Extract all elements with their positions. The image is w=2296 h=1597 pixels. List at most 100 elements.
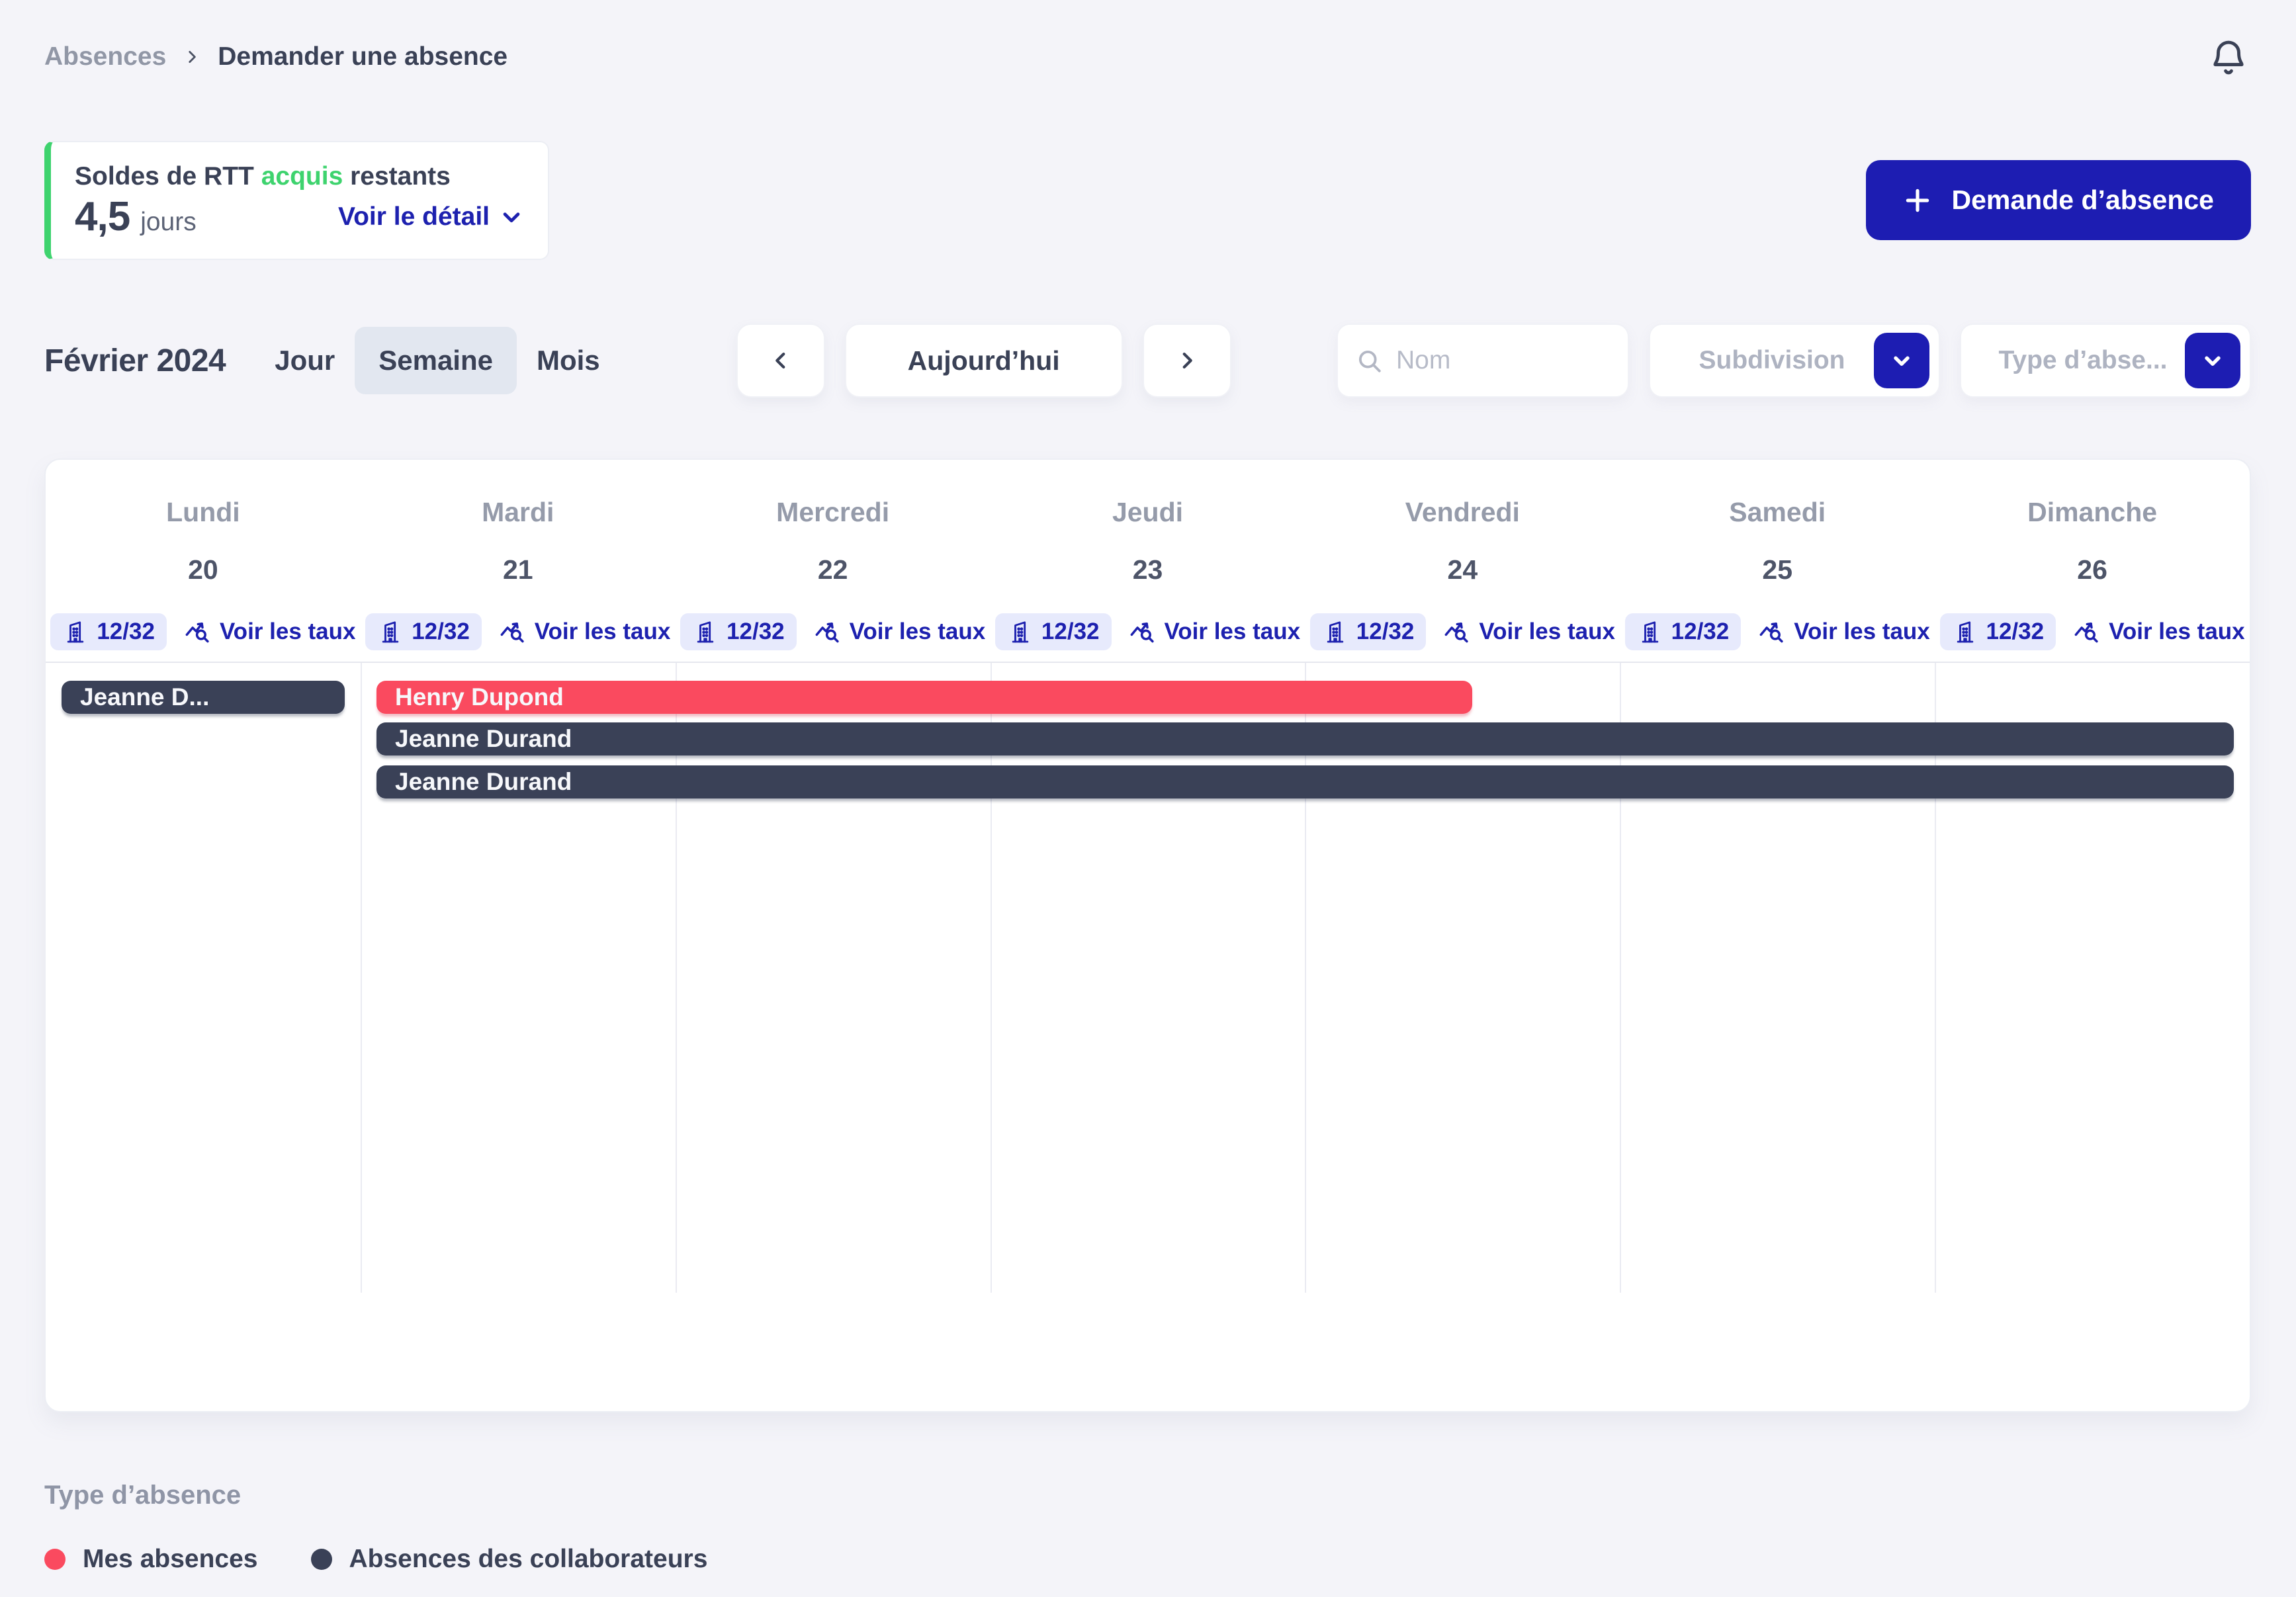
column-separator bbox=[1620, 663, 1621, 1293]
filters: Subdivision Type d’abse... bbox=[1337, 324, 2251, 398]
tab-week[interactable]: Semaine bbox=[355, 327, 517, 394]
balance-unit: jours bbox=[140, 208, 197, 236]
absence-bar[interactable]: Jeanne D... bbox=[62, 681, 345, 714]
column-separator bbox=[1935, 663, 1936, 1293]
view-rates-label: Voir les taux bbox=[534, 619, 671, 644]
name-search-field[interactable] bbox=[1337, 324, 1629, 398]
day-name: Vendredi bbox=[1405, 497, 1520, 527]
plus-icon bbox=[1903, 186, 1932, 215]
view-rates-link[interactable]: Voir les taux bbox=[2073, 618, 2245, 646]
day-column-vendredi: Vendredi 24 12/32 Voir les taux bbox=[1305, 497, 1620, 662]
trend-search-icon bbox=[499, 618, 527, 646]
breadcrumb-parent-link[interactable]: Absences bbox=[44, 42, 167, 71]
day-column-samedi: Samedi 25 12/32 Voir les taux bbox=[1620, 497, 1935, 662]
absence-type-filter[interactable]: Type d’abse... bbox=[1960, 324, 2251, 398]
view-rates-label: Voir les taux bbox=[1794, 619, 1930, 644]
absence-bar[interactable]: Jeanne Durand bbox=[376, 765, 2234, 798]
occupancy-value: 12/32 bbox=[97, 619, 155, 644]
trend-search-icon bbox=[2073, 618, 2101, 646]
occupancy-value: 12/32 bbox=[1041, 619, 1100, 644]
building-icon bbox=[1952, 619, 1978, 645]
view-rates-label: Voir les taux bbox=[1479, 619, 1615, 644]
absence-type-dropdown-button[interactable] bbox=[2185, 333, 2240, 388]
occupancy-value: 12/32 bbox=[1986, 619, 2045, 644]
day-number: 21 bbox=[502, 554, 533, 585]
trend-search-icon bbox=[1443, 618, 1471, 646]
absence-type-filter-label: Type d’abse... bbox=[1998, 346, 2168, 374]
absence-bar[interactable]: Henry Dupond bbox=[376, 681, 1472, 714]
day-meta: 12/32 Voir les taux bbox=[676, 613, 991, 650]
name-search-input[interactable] bbox=[1396, 346, 1611, 375]
legend-item-my-absences: Mes absences bbox=[44, 1545, 258, 1574]
calendar-grid-body: Jeanne D... Henry Dupond Jeanne Durand Jean… bbox=[46, 663, 2250, 1411]
navy-dot-icon bbox=[310, 1549, 332, 1570]
chevron-down-icon bbox=[1890, 349, 1914, 372]
calendar-header-row: Lundi 20 12/32 Voir les taux Mardi 21 12/32 Voi… bbox=[46, 460, 2250, 662]
absence-bar[interactable]: Jeanne Durand bbox=[376, 722, 2234, 755]
occupancy-badge: 12/32 bbox=[365, 613, 482, 650]
previous-week-button[interactable] bbox=[736, 324, 825, 398]
day-meta: 12/32 Voir les taux bbox=[1935, 613, 2250, 650]
day-meta: 12/32 Voir les taux bbox=[991, 613, 1305, 650]
today-button[interactable]: Aujourd’hui bbox=[844, 324, 1123, 398]
day-name: Samedi bbox=[1729, 497, 1826, 527]
view-rates-link[interactable]: Voir les taux bbox=[1443, 618, 1615, 646]
column-separator bbox=[361, 663, 362, 1293]
calendar-toolbar: Février 2024 Jour Semaine Mois Aujourd’h… bbox=[44, 324, 2251, 398]
occupancy-badge: 12/32 bbox=[50, 613, 167, 650]
balance-title: Soldes de RTT acquis restants bbox=[75, 162, 451, 191]
view-rates-label: Voir les taux bbox=[219, 619, 356, 644]
day-column-mardi: Mardi 21 12/32 Voir les taux bbox=[361, 497, 676, 662]
view-rates-link[interactable]: Voir les taux bbox=[1758, 618, 1930, 646]
day-number: 22 bbox=[817, 554, 848, 585]
chevron-down-icon bbox=[2201, 349, 2225, 372]
rtt-balance-card: Soldes de RTT acquis restants 4,5 jours … bbox=[44, 141, 549, 260]
occupancy-badge: 12/32 bbox=[994, 613, 1112, 650]
view-rates-label: Voir les taux bbox=[1164, 619, 1301, 644]
view-detail-link[interactable]: Voir le détail bbox=[338, 202, 523, 232]
view-rates-link[interactable]: Voir les taux bbox=[499, 618, 671, 646]
tab-month[interactable]: Mois bbox=[517, 327, 620, 394]
view-switcher: Jour Semaine Mois bbox=[255, 327, 619, 394]
occupancy-badge: 12/32 bbox=[680, 613, 797, 650]
view-rates-link[interactable]: Voir les taux bbox=[1129, 618, 1301, 646]
view-rates-label: Voir les taux bbox=[849, 619, 986, 644]
column-separator bbox=[991, 663, 992, 1293]
day-name: Lundi bbox=[166, 497, 240, 527]
day-meta: 12/32 Voir les taux bbox=[1620, 613, 1935, 650]
breadcrumb-current: Demander une absence bbox=[218, 42, 508, 71]
subdivision-filter[interactable]: Subdivision bbox=[1649, 324, 1940, 398]
period-title: Février 2024 bbox=[44, 343, 226, 378]
tab-day[interactable]: Jour bbox=[255, 327, 355, 394]
day-number: 24 bbox=[1447, 554, 1478, 585]
day-name: Dimanche bbox=[2027, 497, 2158, 527]
request-absence-button[interactable]: Demande d’absence bbox=[1865, 160, 2251, 240]
occupancy-value: 12/32 bbox=[1671, 619, 1730, 644]
breadcrumb: Absences Demander une absence bbox=[44, 37, 508, 77]
day-name: Mardi bbox=[482, 497, 554, 527]
building-icon bbox=[1322, 619, 1348, 645]
building-icon bbox=[377, 619, 404, 645]
view-rates-link[interactable]: Voir les taux bbox=[814, 618, 986, 646]
red-dot-icon bbox=[44, 1549, 66, 1570]
balance-value: 4,5 bbox=[75, 194, 130, 239]
notifications-button[interactable] bbox=[2206, 34, 2251, 79]
building-icon bbox=[62, 619, 89, 645]
absence-type-legend: Type d’absence Mes absences Absences des… bbox=[44, 1481, 707, 1574]
next-week-button[interactable] bbox=[1142, 324, 1231, 398]
day-name: Mercredi bbox=[776, 497, 890, 527]
view-rates-label: Voir les taux bbox=[2109, 619, 2245, 644]
balance-title-highlight: acquis bbox=[261, 162, 343, 191]
day-name: Jeudi bbox=[1112, 497, 1184, 527]
subdivision-dropdown-button[interactable] bbox=[1874, 333, 1929, 388]
day-meta: 12/32 Voir les taux bbox=[361, 613, 676, 650]
day-column-lundi: Lundi 20 12/32 Voir les taux bbox=[46, 497, 361, 662]
day-column-dimanche: Dimanche 26 12/32 Voir les taux bbox=[1935, 497, 2250, 662]
view-rates-link[interactable]: Voir les taux bbox=[184, 618, 356, 646]
legend-title: Type d’absence bbox=[44, 1481, 242, 1510]
chevron-right-icon bbox=[183, 48, 200, 65]
occupancy-badge: 12/32 bbox=[1624, 613, 1742, 650]
day-column-mercredi: Mercredi 22 12/32 Voir les taux bbox=[676, 497, 991, 662]
occupancy-value: 12/32 bbox=[1356, 619, 1415, 644]
search-icon bbox=[1355, 347, 1383, 374]
